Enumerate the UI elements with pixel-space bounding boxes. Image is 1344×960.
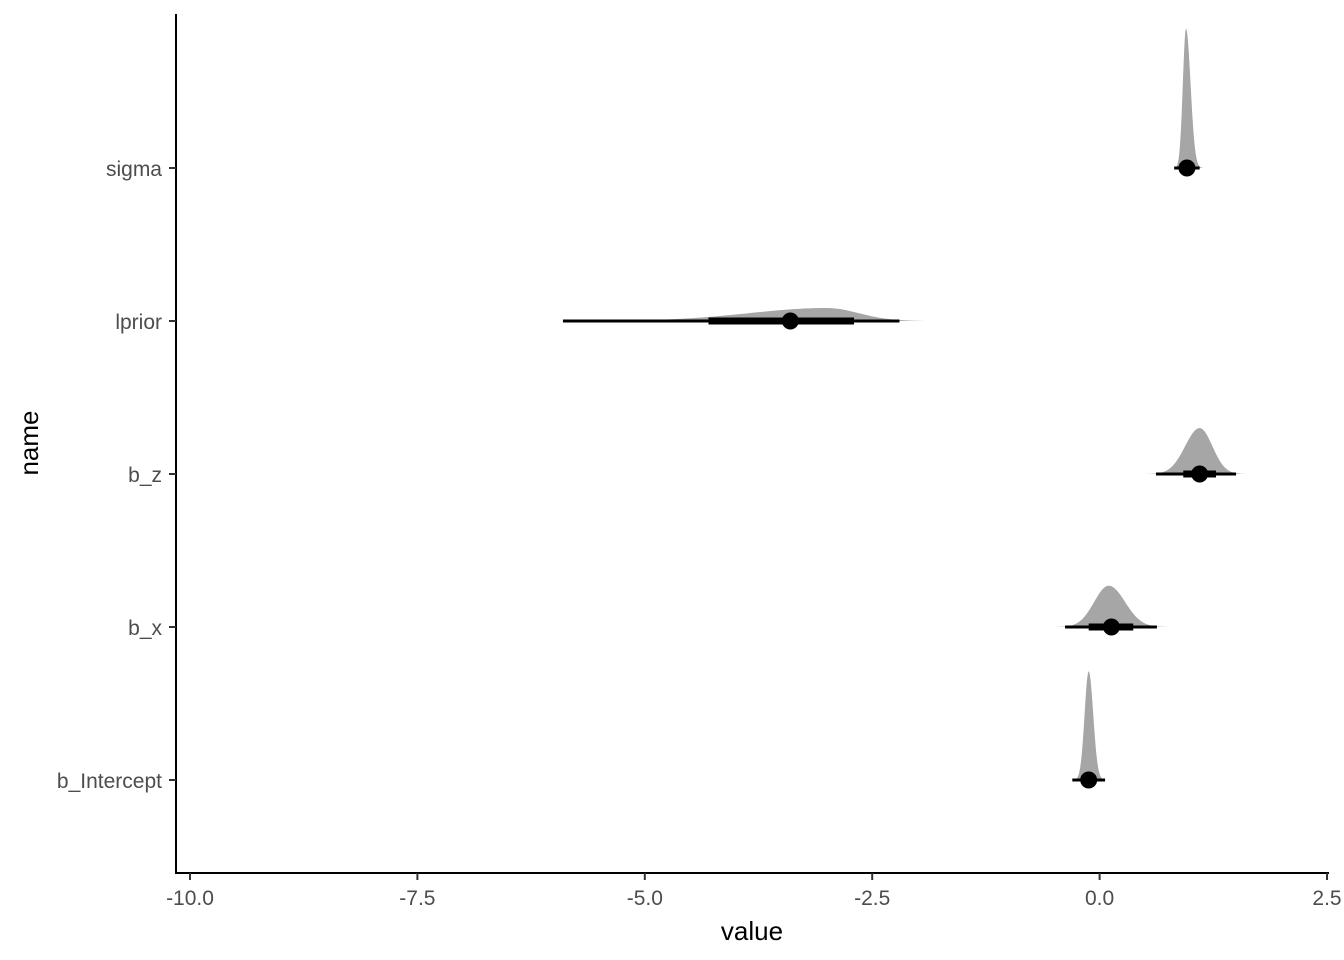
median-point-lprior	[781, 312, 799, 330]
y-axis-title: name	[14, 410, 44, 475]
density-b_Intercept	[1067, 671, 1114, 780]
x-tick-label: -5.0	[627, 887, 663, 910]
x-axis-ticks: -10.0 -7.5 -5.0 -2.5 0.0 2.5	[166, 873, 1342, 910]
median-point-b_x	[1102, 618, 1120, 636]
x-tick-label: -2.5	[854, 887, 890, 910]
x-axis-title: value	[721, 916, 783, 946]
y-tick-label: lprior	[115, 311, 162, 334]
x-tick-label: -7.5	[399, 887, 435, 910]
y-tick-label: b_Intercept	[57, 770, 162, 793]
median-point-sigma	[1178, 159, 1196, 177]
median-point-b_Intercept	[1080, 771, 1098, 789]
density-layer	[553, 28, 1250, 780]
x-tick-label: 2.5	[1312, 887, 1341, 910]
y-tick-label: b_x	[128, 617, 162, 640]
x-tick-label: 0.0	[1085, 887, 1114, 910]
y-axis-ticks: sigma lprior b_z b_x b_Intercept	[57, 158, 176, 793]
x-tick-label: -10.0	[166, 887, 214, 910]
density-b_z	[1145, 428, 1250, 474]
y-tick-label: sigma	[106, 158, 162, 181]
interval-layer	[562, 159, 1237, 789]
y-tick-label: b_z	[128, 464, 162, 487]
density-b_x	[1049, 585, 1177, 627]
density-sigma	[1170, 28, 1218, 168]
median-point-b_z	[1191, 465, 1209, 483]
